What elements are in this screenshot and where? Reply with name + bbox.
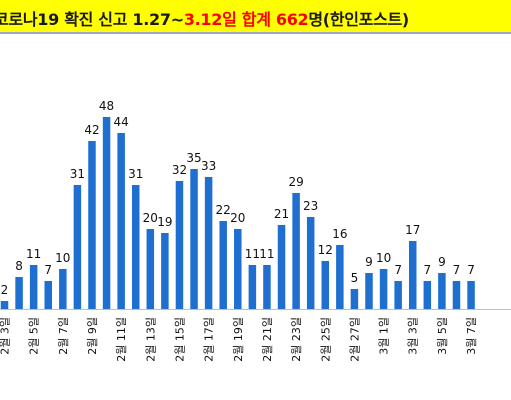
bar <box>277 225 286 309</box>
x-tick-label: 2월 5일 <box>27 317 41 355</box>
bar <box>467 281 475 309</box>
data-label: 10 <box>376 251 391 265</box>
bar <box>161 233 169 309</box>
data-label: 29 <box>288 175 303 189</box>
bar <box>336 245 344 309</box>
data-label: 12 <box>318 243 333 257</box>
bar <box>0 301 9 309</box>
data-label: 7 <box>44 263 52 277</box>
chart-title-part3: 명(한인포스트) <box>308 10 409 29</box>
data-label: 31 <box>70 167 85 181</box>
bar <box>365 273 373 309</box>
chart-title-highlight: 3.12일 합계 662 <box>183 10 309 29</box>
bar <box>190 169 198 309</box>
x-tick-label: 2월 9일 <box>85 317 99 355</box>
data-label: 7 <box>453 263 461 277</box>
data-label: 5 <box>351 271 359 285</box>
data-label: 31 <box>128 167 143 181</box>
bar <box>248 265 257 309</box>
data-label: 7 <box>423 263 431 277</box>
bar <box>204 177 213 309</box>
bar <box>394 281 402 309</box>
data-label: 16 <box>332 227 347 241</box>
data-label: 42 <box>84 123 99 137</box>
x-tick-label: 2월 23일 <box>289 317 303 362</box>
bar <box>408 241 417 309</box>
bar <box>306 217 315 309</box>
x-tick-label: 2월 27일 <box>347 317 361 362</box>
data-label: 44 <box>113 115 128 129</box>
bar <box>117 133 125 309</box>
data-label: 9 <box>438 255 446 269</box>
data-label: 23 <box>303 199 318 213</box>
x-tick-label: 2월 13일 <box>143 317 157 362</box>
bar <box>452 281 461 309</box>
data-label: 7 <box>394 263 402 277</box>
x-tick-label: 2월 21일 <box>260 317 274 362</box>
data-label: 20 <box>230 211 245 225</box>
chart-title-bar: 코로나19 확진 신고 1.27~3.12일 합계 662명(한인포스트) <box>0 0 511 34</box>
x-tick-label: 2월 7일 <box>56 317 70 355</box>
bar <box>321 261 330 309</box>
data-label: 19 <box>157 215 172 229</box>
x-tick-label: 2월 11일 <box>114 317 128 362</box>
bar <box>350 289 359 309</box>
chart-title: 코로나19 확진 신고 1.27~3.12일 합계 662명(한인포스트) <box>0 6 409 30</box>
data-label: 21 <box>274 207 289 221</box>
data-label: 11 <box>26 247 41 261</box>
bar <box>423 281 432 309</box>
bar <box>44 281 52 309</box>
bar <box>234 229 242 309</box>
bar <box>29 265 38 309</box>
bar <box>73 185 82 309</box>
data-label: 2 <box>1 283 9 297</box>
data-label: 20 <box>143 211 158 225</box>
data-label: 32 <box>172 163 187 177</box>
x-tick-label: 3월 7일 <box>464 317 478 355</box>
bar <box>131 185 140 309</box>
data-label: 17 <box>405 223 420 237</box>
data-label: 48 <box>99 99 114 113</box>
bar <box>219 221 227 309</box>
bar <box>59 269 67 309</box>
bar <box>263 265 271 309</box>
bar <box>102 117 111 309</box>
x-tick-label: 2월 3일 <box>0 317 12 355</box>
data-label: 9 <box>365 255 373 269</box>
data-label: 33 <box>201 159 216 173</box>
data-label: 7 <box>467 263 475 277</box>
data-label: 35 <box>186 151 201 165</box>
x-tick-label: 3월 5일 <box>435 317 449 355</box>
x-tick-label: 2월 25일 <box>318 317 332 362</box>
x-tick-label: 2월 15일 <box>172 317 186 362</box>
data-label: 11 <box>245 247 260 261</box>
bar <box>88 141 96 309</box>
x-tick-label: 3월 1일 <box>377 317 391 355</box>
bar <box>15 277 23 309</box>
bar <box>175 181 184 309</box>
data-label: 22 <box>216 203 231 217</box>
bar <box>292 193 300 309</box>
x-tick-label: 3월 3일 <box>406 317 420 355</box>
bar <box>146 229 155 309</box>
data-label: 11 <box>259 247 274 261</box>
x-tick-label: 2월 19일 <box>231 317 245 362</box>
bar <box>379 269 388 309</box>
chart-title-part1: 코로나19 확진 신고 1.27~ <box>0 10 184 29</box>
data-label: 10 <box>55 251 70 265</box>
x-tick-label: 2월 17일 <box>202 317 216 362</box>
data-label: 8 <box>15 259 23 273</box>
bar <box>438 273 446 309</box>
